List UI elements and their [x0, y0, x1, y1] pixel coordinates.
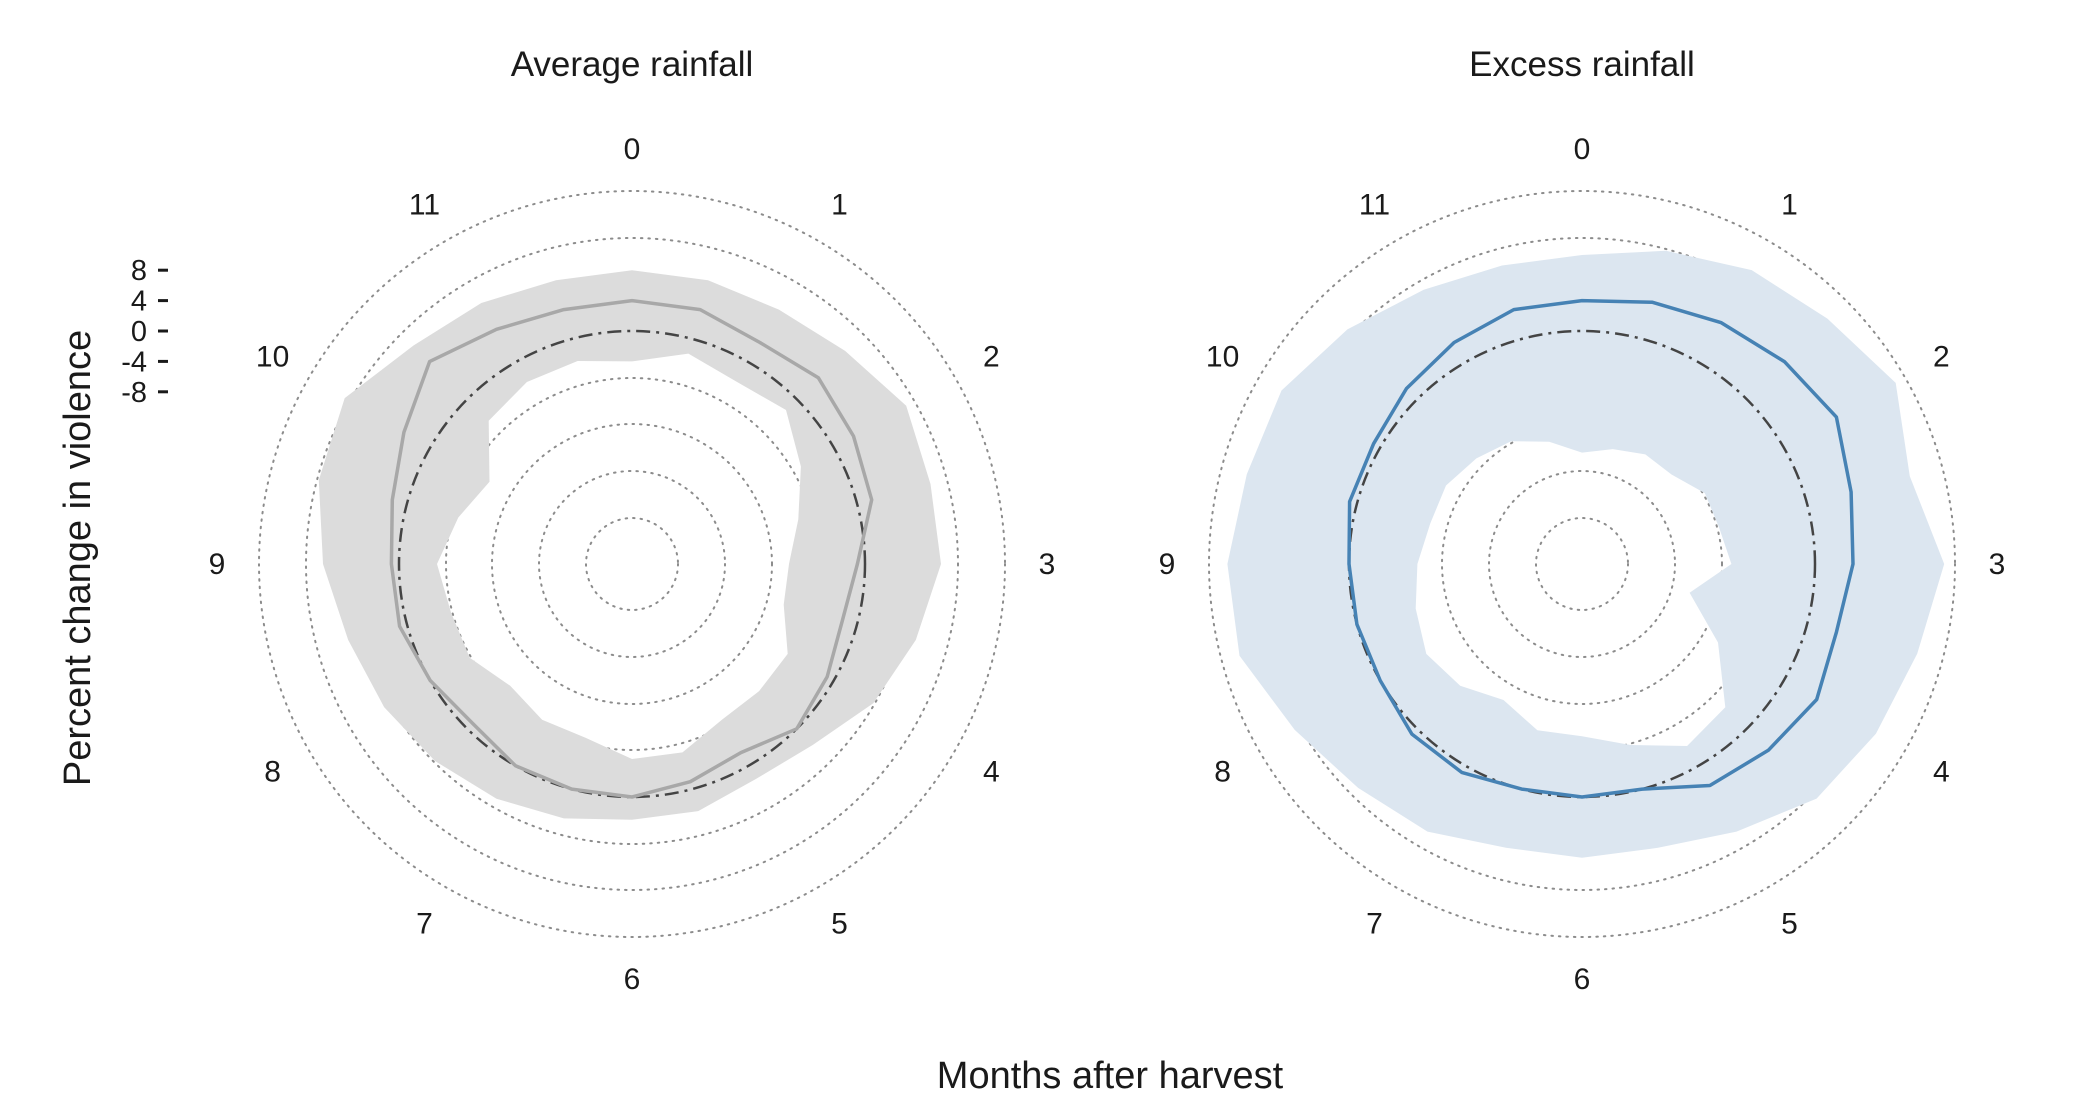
confidence-band — [1227, 250, 1945, 858]
theta-tick-label: 2 — [1933, 341, 1950, 374]
confidence-band — [318, 270, 941, 820]
theta-tick-label: 3 — [1039, 548, 1056, 581]
theta-tick-label: 11 — [1359, 189, 1390, 222]
grid-circle — [585, 517, 679, 611]
r-tick-label: 8 — [131, 255, 147, 287]
r-tick-label: 4 — [131, 286, 147, 318]
r-tick-label: -4 — [121, 346, 147, 378]
grid-circle — [305, 237, 959, 891]
panel-excess-rainfall: Excess rainfall 0 1 2 3 4 5 6 7 8 9 10 11 — [1159, 45, 2006, 996]
estimate-line — [389, 298, 874, 799]
theta-tick-label: 6 — [624, 963, 641, 996]
theta-tick-label: 7 — [416, 907, 433, 940]
theta-tick-label: 11 — [409, 189, 440, 222]
grid-circle — [1488, 470, 1676, 658]
grid-circle — [538, 470, 726, 658]
theta-tick-label: 3 — [1989, 548, 2006, 581]
panel-average-rainfall: Average rainfall 0 1 2 3 4 5 6 7 8 9 10 11 — [209, 45, 1056, 996]
r-tick-label: 0 — [131, 316, 147, 348]
x-axis-label: Months after harvest — [937, 1055, 1284, 1097]
theta-tick-label: 9 — [209, 548, 226, 581]
theta-tick-label: 6 — [1574, 963, 1591, 996]
theta-tick-label: 1 — [1781, 189, 1798, 222]
theta-tick-label: 4 — [1933, 756, 1950, 789]
theta-tick-label: 9 — [1159, 548, 1176, 581]
estimate-line — [1347, 298, 1855, 799]
y-axis-label: Percent change in violence — [57, 330, 99, 786]
theta-tick-label: 5 — [1781, 907, 1798, 940]
panel-title: Average rainfall — [511, 45, 754, 84]
theta-tick-label: 10 — [256, 341, 289, 374]
theta-tick-label: 7 — [1366, 907, 1383, 940]
theta-tick-label: 0 — [1574, 133, 1591, 166]
theta-tick-label: 4 — [983, 756, 1000, 789]
panel-title: Excess rainfall — [1469, 45, 1695, 84]
grid-circle — [491, 423, 773, 705]
theta-tick-label: 0 — [624, 133, 641, 166]
grid-circle — [258, 190, 1006, 938]
r-axis-ticks: 840-4-8 — [121, 255, 168, 409]
theta-tick-label: 10 — [1206, 341, 1239, 374]
theta-tick-label: 8 — [1214, 756, 1231, 789]
theta-tick-label: 5 — [831, 907, 848, 940]
baseline-circle — [397, 329, 867, 799]
r-tick-label: -8 — [121, 377, 147, 409]
theta-tick-label: 1 — [831, 189, 848, 222]
grid-circle — [1208, 190, 1956, 938]
grid-circle — [1535, 517, 1629, 611]
theta-tick-label: 2 — [983, 341, 1000, 374]
theta-tick-label: 8 — [264, 756, 281, 789]
